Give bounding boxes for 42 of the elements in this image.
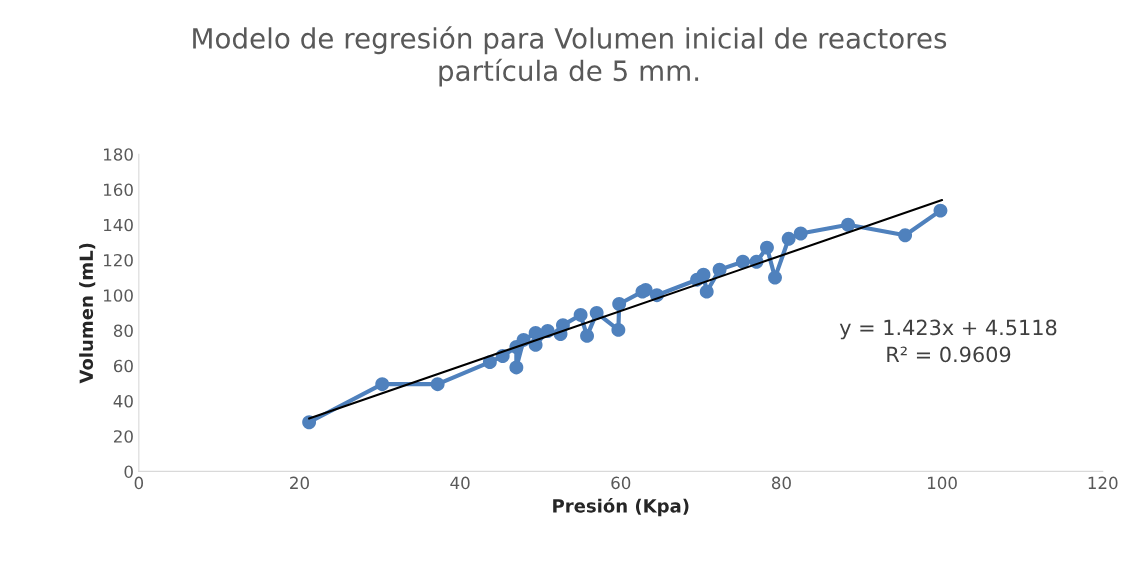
- point: [793, 226, 808, 241]
- x-tick-label: 20: [290, 476, 309, 490]
- point: [696, 267, 711, 282]
- annotation: R² = 0.9609: [887, 346, 1011, 363]
- point: [735, 254, 750, 269]
- x-tick-label: 80: [771, 476, 791, 490]
- x-tick-label: 120: [1088, 476, 1118, 490]
- point: [612, 297, 627, 311]
- point: [841, 217, 856, 232]
- y-tick-label: 60: [113, 359, 133, 373]
- point: [712, 262, 727, 277]
- point: [699, 284, 714, 299]
- point: [430, 377, 445, 392]
- chart-title: Modelo de regresión para Volumen inicial de reactores partícula de 5 mm.: [193, 26, 947, 87]
- point: [898, 228, 913, 243]
- point: [760, 240, 774, 255]
- annotation: y = 1.423x + 4.5118: [839, 319, 1057, 340]
- point: [768, 270, 782, 285]
- x-tick-label: 60: [611, 476, 631, 490]
- point: [573, 308, 588, 322]
- point: [589, 305, 604, 320]
- point: [375, 377, 390, 392]
- y-tick-label: 180: [103, 148, 133, 161]
- y-tick-label: 140: [103, 218, 133, 232]
- x-tick-label: 0: [134, 476, 144, 490]
- y-tick-label: 20: [113, 430, 133, 443]
- point: [781, 231, 796, 246]
- y-axis-title: Volumen (mL): [79, 243, 96, 384]
- y-tick-label: 100: [103, 289, 133, 302]
- point: [933, 203, 948, 218]
- point: [302, 415, 317, 430]
- y-tick-label: 80: [113, 324, 133, 338]
- y-tick-label: 40: [113, 394, 133, 408]
- x-tick-label: 100: [928, 476, 957, 490]
- point: [611, 322, 626, 337]
- x-axis-title: Presión (Kpa): [553, 497, 689, 517]
- y-tick-label: 120: [103, 253, 133, 267]
- x-tick-label: 40: [450, 476, 470, 490]
- y-tick-label: 160: [103, 183, 133, 197]
- y-tick-label: 0: [124, 465, 133, 478]
- point: [580, 328, 594, 343]
- point: [509, 360, 524, 375]
